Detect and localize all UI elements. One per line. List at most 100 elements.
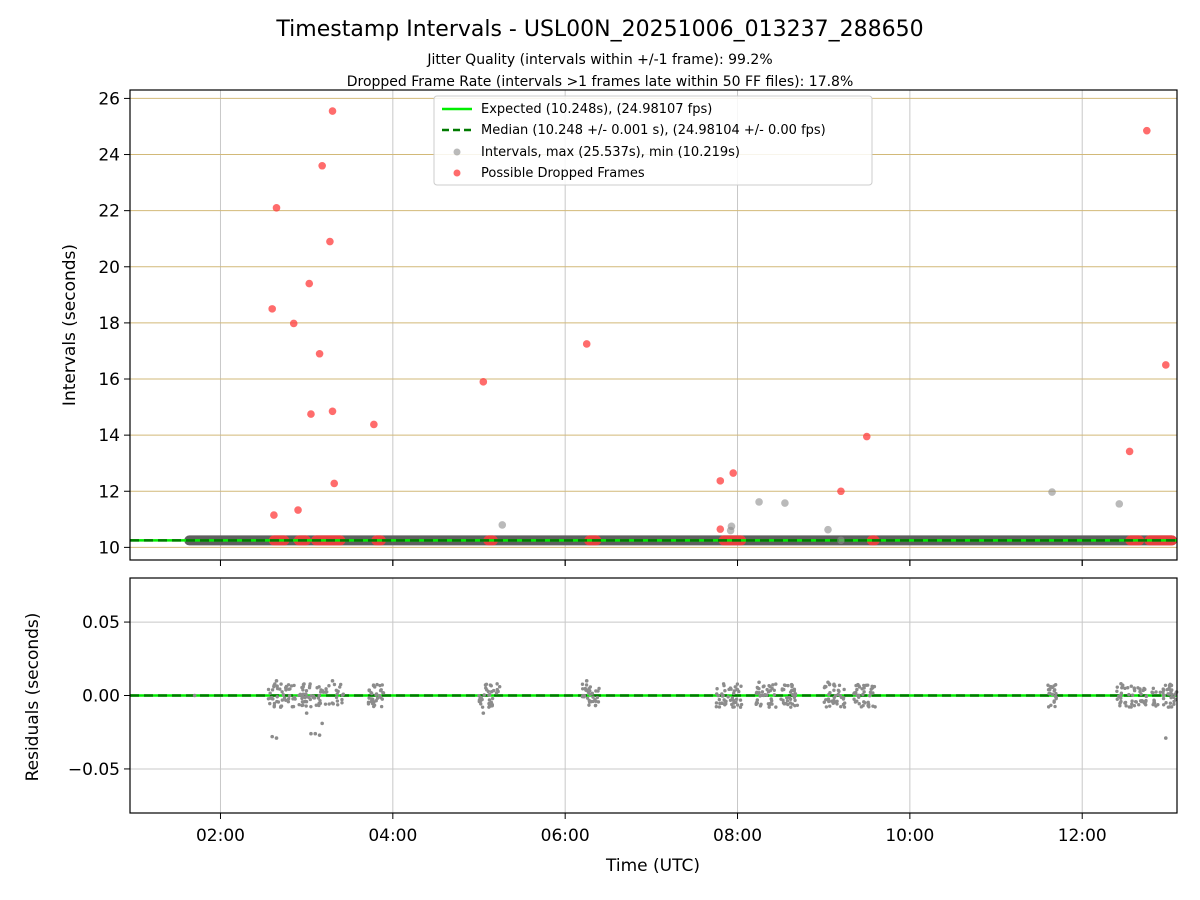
residuals-y-axis-label: Residuals (seconds) — [23, 613, 43, 782]
dropped-frame-point — [370, 420, 378, 429]
residual-point — [1152, 698, 1156, 702]
residual-point — [1049, 684, 1053, 689]
intervals-baseline — [130, 535, 1178, 546]
residual-point — [366, 702, 371, 706]
residual-point — [1170, 688, 1174, 692]
residual-point — [1140, 698, 1144, 703]
residual-point — [832, 688, 836, 692]
dropped-frame-point — [862, 432, 871, 441]
residual-point — [785, 696, 789, 700]
residual-outlier-point — [1163, 736, 1168, 740]
residual-point — [591, 695, 595, 699]
residual-point — [582, 695, 586, 699]
residual-point — [327, 684, 331, 688]
legend-box — [433, 95, 873, 186]
residual-point — [790, 683, 794, 688]
residual-point — [735, 682, 740, 686]
residual-point — [824, 685, 828, 689]
residual-point — [1161, 690, 1165, 694]
dropped-frame-point — [328, 107, 337, 115]
residual-point — [852, 691, 856, 696]
residual-point — [375, 696, 380, 700]
residual-point — [788, 701, 793, 705]
dropped-frame-point — [716, 525, 725, 533]
residual-point — [1119, 696, 1123, 700]
residual-point — [275, 684, 279, 688]
residual-point — [1115, 685, 1119, 689]
residual-point — [1172, 699, 1176, 704]
residual-point — [869, 687, 873, 691]
residual-point — [1119, 693, 1123, 697]
residual-point — [327, 702, 331, 706]
residual-point — [375, 682, 379, 687]
intervals-ticks: 10 12 14 16 18 20 22 24 26 — [98, 89, 1083, 566]
residual-point — [826, 697, 830, 702]
residual-point — [316, 696, 321, 700]
residual-point — [1053, 683, 1058, 687]
residual-point — [774, 682, 778, 686]
intervals-y-tick-label: 14 — [98, 426, 120, 446]
residual-point — [1049, 703, 1053, 707]
residual-point — [1143, 687, 1147, 692]
residual-point — [867, 705, 871, 709]
residual-point — [859, 705, 864, 709]
residual-point — [837, 683, 842, 688]
residual-point — [370, 691, 374, 696]
residual-point — [755, 701, 759, 705]
residual-point — [1170, 692, 1174, 697]
residual-point — [272, 684, 276, 689]
residual-outlier-point — [274, 679, 279, 683]
residual-point — [275, 695, 279, 699]
residual-point — [304, 704, 308, 708]
intervals-plot-frame — [129, 89, 1178, 561]
residual-point — [273, 682, 277, 686]
chart-title: Timestamp Intervals - USL00N_20251006_01… — [275, 17, 923, 42]
intervals-y-tick-label: 22 — [98, 202, 120, 222]
residual-point — [781, 698, 785, 702]
dropped-frame-point — [328, 407, 337, 416]
residual-point — [268, 701, 272, 706]
dropped-frame-point — [289, 319, 298, 328]
residual-point — [824, 705, 829, 709]
residual-point — [715, 692, 719, 696]
residual-point — [862, 683, 866, 688]
residual-point — [1127, 692, 1131, 697]
residual-point — [1151, 691, 1155, 695]
residual-point — [292, 695, 297, 700]
residual-point — [268, 691, 272, 695]
residual-outlier-point — [309, 731, 313, 736]
residual-point — [304, 689, 309, 693]
residual-point — [758, 694, 762, 698]
residuals-x-axis-label: Time (UTC) — [605, 856, 700, 876]
dropped-frame-point — [479, 378, 488, 386]
residual-point — [1144, 699, 1148, 704]
residual-point — [305, 695, 309, 699]
residual-point — [739, 702, 744, 707]
residual-point — [732, 705, 736, 709]
residual-point — [324, 690, 328, 694]
residual-point — [739, 684, 743, 688]
residual-point — [769, 697, 773, 701]
residuals-x-tick-label: 08:00 — [713, 826, 762, 846]
residual-point — [861, 692, 865, 697]
dropped-frame-point — [268, 305, 276, 313]
residual-point — [1164, 701, 1168, 705]
residual-point — [762, 684, 766, 688]
residual-point — [1130, 693, 1135, 697]
residual-point — [496, 689, 500, 694]
residual-point — [487, 705, 491, 709]
intervals-y-tick-label: 26 — [98, 89, 120, 109]
residual-point — [1118, 701, 1122, 705]
residual-point — [792, 688, 796, 692]
residual-point — [286, 683, 291, 687]
residual-point — [855, 693, 859, 697]
residual-point — [340, 693, 344, 697]
dropped-frame-point — [318, 161, 326, 170]
residual-point — [871, 704, 875, 708]
residual-point — [857, 684, 861, 688]
residual-point — [721, 694, 725, 698]
residual-point — [315, 686, 319, 690]
residual-point — [335, 699, 340, 703]
residual-point — [738, 698, 743, 702]
residual-point — [479, 702, 483, 706]
